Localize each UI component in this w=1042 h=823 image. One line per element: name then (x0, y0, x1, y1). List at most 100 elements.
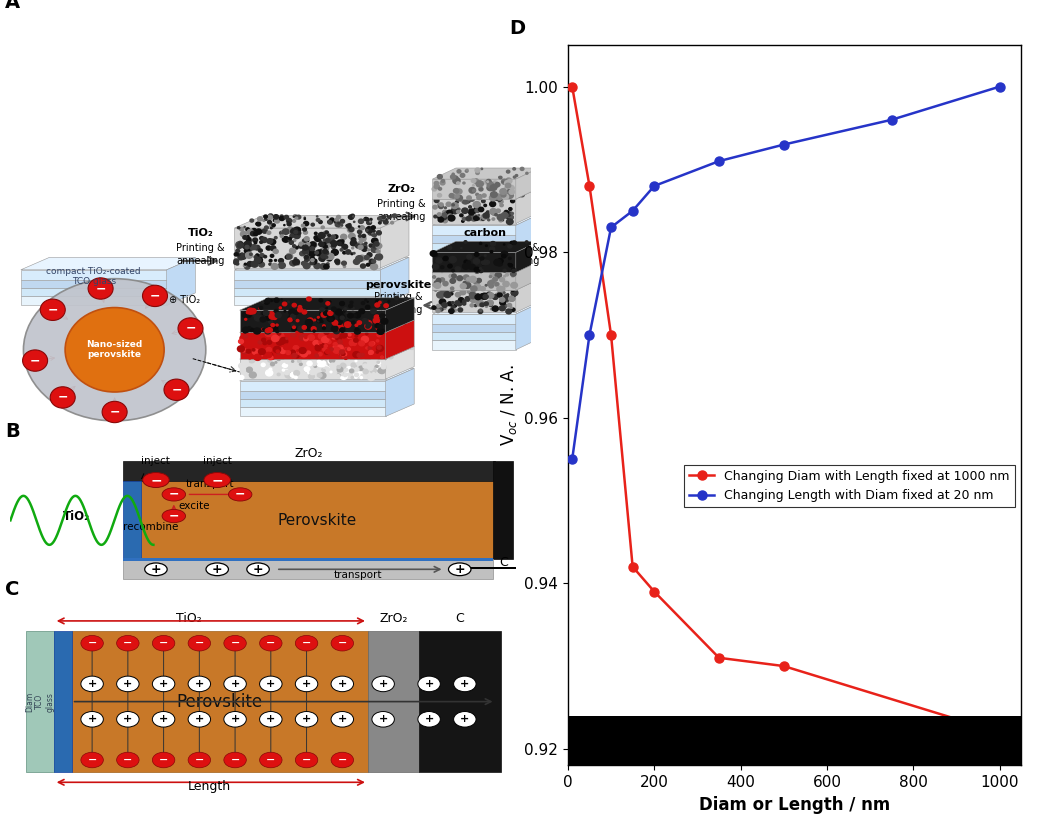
Circle shape (330, 329, 332, 330)
Circle shape (257, 258, 260, 260)
Circle shape (494, 269, 495, 270)
Text: annealing: annealing (377, 212, 425, 222)
Text: C: C (499, 556, 507, 570)
Circle shape (324, 264, 329, 269)
Circle shape (441, 289, 448, 295)
Circle shape (503, 213, 505, 215)
Circle shape (455, 201, 458, 203)
Polygon shape (432, 332, 516, 340)
Changing Length with Diam fixed at 20 nm (993, 81, 1006, 91)
Circle shape (262, 301, 264, 303)
Circle shape (263, 342, 267, 345)
Circle shape (276, 324, 278, 326)
Circle shape (490, 276, 492, 277)
Text: −: − (30, 354, 41, 367)
Circle shape (466, 216, 471, 221)
Circle shape (496, 194, 502, 200)
Circle shape (325, 239, 330, 243)
Circle shape (363, 370, 368, 374)
Circle shape (246, 252, 252, 258)
Circle shape (503, 276, 505, 277)
Circle shape (463, 300, 466, 303)
Text: D: D (508, 19, 525, 38)
Circle shape (455, 292, 461, 297)
Circle shape (474, 216, 479, 221)
Circle shape (451, 202, 458, 208)
Circle shape (330, 218, 334, 221)
Circle shape (117, 752, 139, 768)
Circle shape (458, 298, 464, 302)
Circle shape (495, 282, 499, 286)
Circle shape (333, 351, 339, 355)
Circle shape (504, 187, 506, 188)
Circle shape (81, 712, 103, 727)
Circle shape (234, 253, 238, 256)
Circle shape (467, 261, 471, 264)
Circle shape (344, 358, 349, 363)
Circle shape (342, 244, 348, 249)
Circle shape (247, 563, 269, 575)
Circle shape (299, 334, 306, 341)
Circle shape (311, 257, 315, 260)
Circle shape (444, 257, 447, 260)
Circle shape (350, 240, 356, 246)
Circle shape (292, 263, 295, 266)
Circle shape (332, 336, 336, 339)
Circle shape (323, 231, 329, 236)
Circle shape (377, 328, 384, 334)
Circle shape (358, 341, 365, 346)
Text: +: + (159, 679, 168, 689)
Circle shape (346, 348, 348, 351)
Circle shape (259, 236, 264, 240)
Circle shape (263, 325, 266, 328)
Circle shape (295, 258, 297, 259)
Text: C: C (5, 580, 20, 599)
Changing Length with Diam fixed at 20 nm (713, 156, 725, 166)
Text: Nano-sized
perovskite: Nano-sized perovskite (86, 340, 143, 360)
Circle shape (469, 214, 472, 217)
Circle shape (366, 305, 370, 309)
Circle shape (467, 255, 472, 259)
Circle shape (326, 238, 332, 243)
Circle shape (319, 333, 325, 339)
Circle shape (479, 217, 482, 221)
Changing Length with Diam fixed at 20 nm (566, 454, 578, 464)
Circle shape (249, 357, 251, 359)
Circle shape (463, 217, 466, 221)
Circle shape (344, 368, 348, 371)
Circle shape (341, 353, 343, 356)
Circle shape (290, 261, 296, 266)
Circle shape (246, 228, 249, 231)
Circle shape (376, 326, 381, 331)
Circle shape (262, 328, 264, 330)
Circle shape (264, 354, 267, 357)
Circle shape (500, 286, 505, 291)
Circle shape (244, 335, 248, 338)
Text: −: − (185, 322, 196, 335)
Circle shape (503, 269, 506, 272)
Circle shape (334, 221, 336, 223)
Circle shape (457, 302, 462, 306)
Circle shape (327, 216, 328, 217)
Circle shape (489, 187, 491, 189)
X-axis label: Diam or Length / nm: Diam or Length / nm (699, 796, 890, 814)
Circle shape (293, 259, 299, 265)
Circle shape (478, 258, 481, 261)
Circle shape (332, 320, 338, 325)
Polygon shape (234, 258, 408, 270)
Circle shape (65, 308, 165, 392)
Changing Length with Diam fixed at 20 nm (777, 140, 790, 150)
Circle shape (274, 259, 276, 261)
Circle shape (373, 230, 375, 232)
Circle shape (305, 325, 312, 330)
Circle shape (341, 332, 347, 338)
Text: Perovskite: Perovskite (177, 693, 263, 710)
Circle shape (493, 193, 494, 195)
Circle shape (482, 265, 486, 267)
Circle shape (319, 256, 325, 261)
Circle shape (266, 328, 270, 332)
Circle shape (271, 227, 272, 229)
Circle shape (456, 195, 463, 201)
Circle shape (293, 353, 297, 356)
Circle shape (497, 267, 502, 272)
